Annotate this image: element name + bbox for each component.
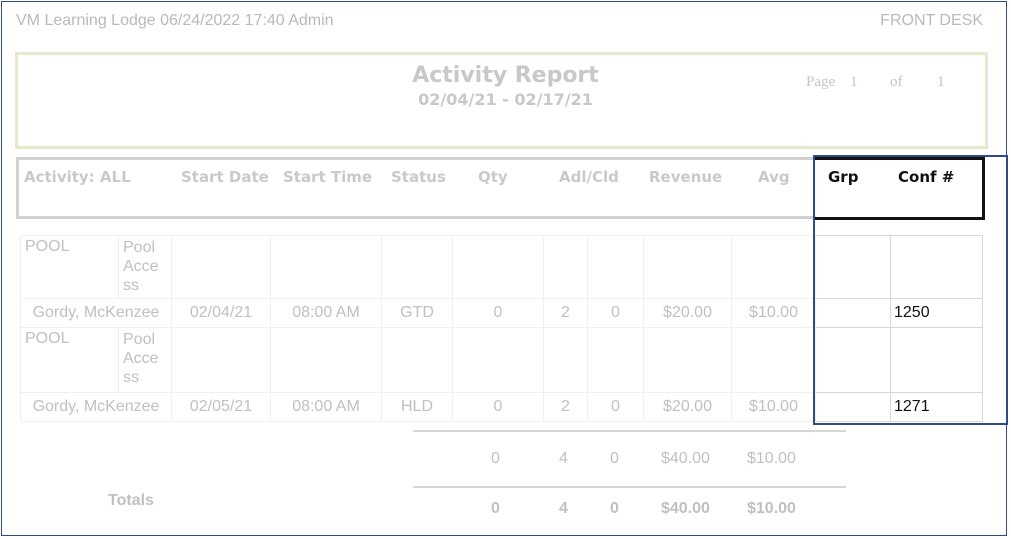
total-pages: 1 bbox=[937, 74, 945, 90]
subtotal-qty: 0 bbox=[491, 450, 500, 467]
activity-row: POOL Pool Acce ss bbox=[20, 327, 983, 393]
report-date-range: 02/04/21 - 02/17/21 bbox=[418, 90, 593, 109]
grp bbox=[815, 298, 891, 328]
col-avg: Avg bbox=[758, 168, 790, 186]
qty: 0 bbox=[452, 298, 544, 328]
adults: 2 bbox=[543, 298, 588, 328]
conf-number: 1250 bbox=[890, 298, 983, 328]
activity-desc-cell: Pool Acce ss bbox=[118, 327, 172, 393]
totals-qty: 0 bbox=[491, 500, 500, 517]
avg: $10.00 bbox=[731, 392, 816, 422]
subtotal-avg: $10.00 bbox=[747, 450, 796, 467]
children: 0 bbox=[587, 392, 644, 422]
totals-divider bbox=[413, 486, 846, 488]
activity-desc-cell: Pool Acce ss bbox=[118, 235, 172, 299]
activity-cell: POOL bbox=[20, 235, 119, 299]
start-date: 02/04/21 bbox=[171, 298, 271, 328]
header-info: VM Learning Lodge 06/24/2022 17:40 Admin bbox=[16, 12, 334, 29]
subtotal-divider bbox=[413, 430, 846, 432]
report-title: Activity Report bbox=[412, 63, 599, 88]
guest-name: Gordy, McKenzee bbox=[20, 392, 172, 422]
header-department: FRONT DESK bbox=[880, 12, 983, 29]
totals-revenue: $40.00 bbox=[661, 500, 710, 517]
adults: 2 bbox=[543, 392, 588, 422]
activity-row: POOL Pool Acce ss bbox=[20, 235, 983, 299]
status: GTD bbox=[381, 298, 453, 328]
subtotal-adults: 4 bbox=[559, 450, 568, 467]
totals-adults: 4 bbox=[559, 500, 568, 517]
col-revenue: Revenue bbox=[649, 168, 723, 186]
col-start-time: Start Time bbox=[283, 168, 373, 186]
column-header-box bbox=[16, 157, 816, 219]
col-grp: Grp bbox=[828, 168, 859, 186]
qty: 0 bbox=[452, 392, 544, 422]
totals-label: Totals bbox=[108, 492, 154, 509]
subtotal-revenue: $40.00 bbox=[661, 450, 710, 467]
col-conf: Conf # bbox=[898, 168, 955, 186]
children: 0 bbox=[587, 298, 644, 328]
col-status: Status bbox=[391, 168, 446, 186]
revenue: $20.00 bbox=[643, 392, 732, 422]
col-start-date: Start Date bbox=[181, 168, 269, 186]
grp bbox=[815, 392, 891, 422]
revenue: $20.00 bbox=[643, 298, 732, 328]
grp-conf-highlight bbox=[813, 155, 1008, 425]
totals-avg: $10.00 bbox=[747, 500, 796, 517]
guest-row: Gordy, McKenzee 02/04/21 08:00 AM GTD 0 … bbox=[20, 298, 983, 328]
activity-table: POOL Pool Acce ss Gordy, McKenzee 02/04/… bbox=[20, 235, 983, 422]
page-label: Page bbox=[806, 74, 836, 90]
start-time: 08:00 AM bbox=[270, 392, 382, 422]
report-header-box bbox=[15, 52, 988, 149]
status: HLD bbox=[381, 392, 453, 422]
col-qty: Qty bbox=[478, 168, 508, 186]
guest-name: Gordy, McKenzee bbox=[20, 298, 172, 328]
start-time: 08:00 AM bbox=[270, 298, 382, 328]
subtotal-children: 0 bbox=[610, 450, 619, 467]
col-adl-cld: Adl/Cld bbox=[559, 168, 619, 186]
totals-children: 0 bbox=[610, 500, 619, 517]
grp-conf-header-box bbox=[815, 157, 985, 220]
avg: $10.00 bbox=[731, 298, 816, 328]
guest-row: Gordy, McKenzee 02/05/21 08:00 AM HLD 0 … bbox=[20, 392, 983, 422]
of-label: of bbox=[890, 74, 903, 90]
start-date: 02/05/21 bbox=[171, 392, 271, 422]
col-activity: Activity: ALL bbox=[24, 168, 131, 186]
page-number: 1 bbox=[850, 74, 858, 90]
activity-cell: POOL bbox=[20, 327, 119, 393]
conf-number: 1271 bbox=[890, 392, 983, 422]
